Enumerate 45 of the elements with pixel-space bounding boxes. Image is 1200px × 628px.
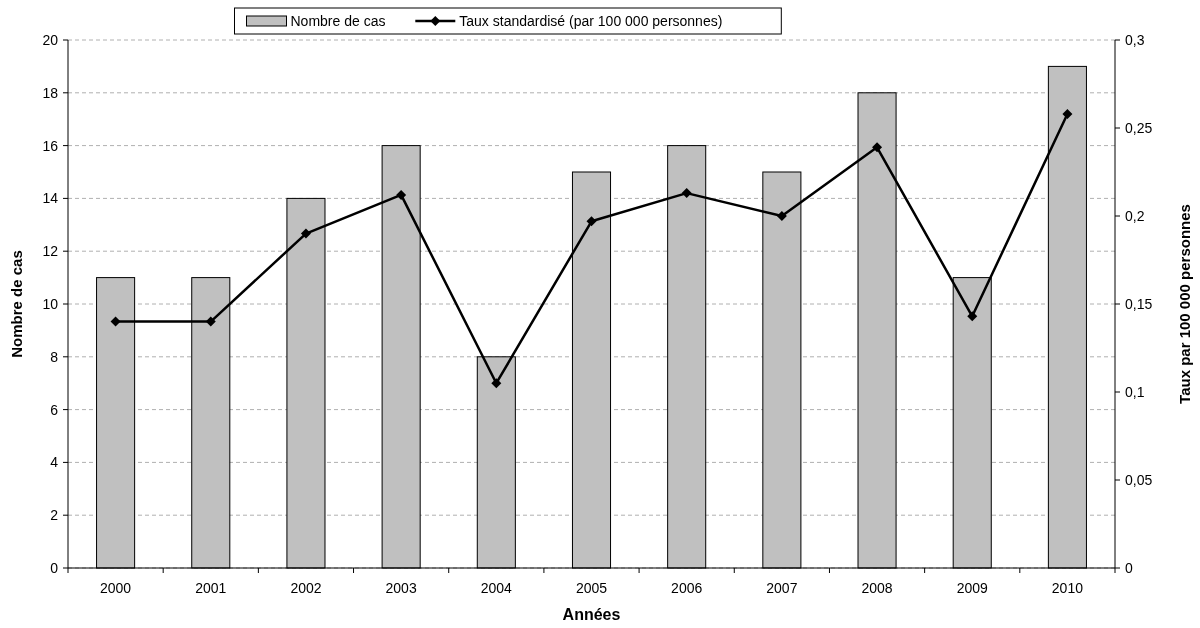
- legend-label: Taux standardisé (par 100 000 personnes): [459, 13, 723, 29]
- y-tick-label: 2: [50, 507, 59, 524]
- y-tick-label: 10: [42, 295, 59, 312]
- y2-tick-label: 0,1: [1125, 383, 1145, 400]
- y2-tick-label: 0,2: [1125, 207, 1145, 224]
- x-tick-label: 2003: [385, 580, 417, 596]
- point: [396, 189, 407, 200]
- x-tick-label: 2010: [1051, 580, 1084, 596]
- x-tick-label: 2004: [480, 580, 513, 596]
- point: [205, 316, 216, 327]
- x-tick-label: 2005: [575, 580, 608, 596]
- x-axis-title: Années: [562, 606, 621, 623]
- y-tick-label: 8: [50, 348, 59, 365]
- x-tick-label: 2001: [195, 580, 227, 596]
- x-tick-label: 2006: [671, 580, 703, 596]
- point: [967, 311, 978, 322]
- point: [872, 142, 883, 153]
- x-tick-label: 2008: [861, 580, 893, 596]
- point: [300, 228, 311, 239]
- x-tick-label: 2009: [956, 580, 989, 596]
- point: [491, 378, 502, 389]
- point: [586, 216, 597, 227]
- point: [681, 188, 692, 199]
- y-tick-label: 16: [42, 137, 59, 154]
- x-tick-label: 2002: [290, 580, 322, 596]
- y2-tick-label: 0,15: [1125, 295, 1153, 312]
- y-tick-label: 6: [50, 401, 59, 418]
- y2-tick-label: 0,25: [1125, 119, 1153, 136]
- y-tick-label: 0: [50, 559, 59, 576]
- y2-axis-title: Taux par 100 000 personnes: [1176, 204, 1193, 404]
- y2-tick-label: 0: [1125, 559, 1133, 576]
- y-axis-title: Nombre de cas: [8, 250, 25, 358]
- y2-tick-label: 0,05: [1125, 471, 1153, 488]
- y-tick-label: 4: [50, 454, 59, 471]
- y-tick-label: 14: [42, 190, 59, 207]
- y-tick-label: 20: [42, 31, 59, 48]
- point: [110, 316, 121, 327]
- y-tick-label: 12: [42, 243, 59, 260]
- x-tick-label: 2007: [766, 580, 798, 596]
- y2-tick-label: 0,3: [1125, 31, 1145, 48]
- legend-label: Nombre de cas: [290, 13, 386, 29]
- point: [1062, 108, 1073, 119]
- point: [776, 211, 787, 221]
- x-tick-label: 2000: [100, 580, 132, 596]
- y-tick-label: 18: [42, 84, 59, 101]
